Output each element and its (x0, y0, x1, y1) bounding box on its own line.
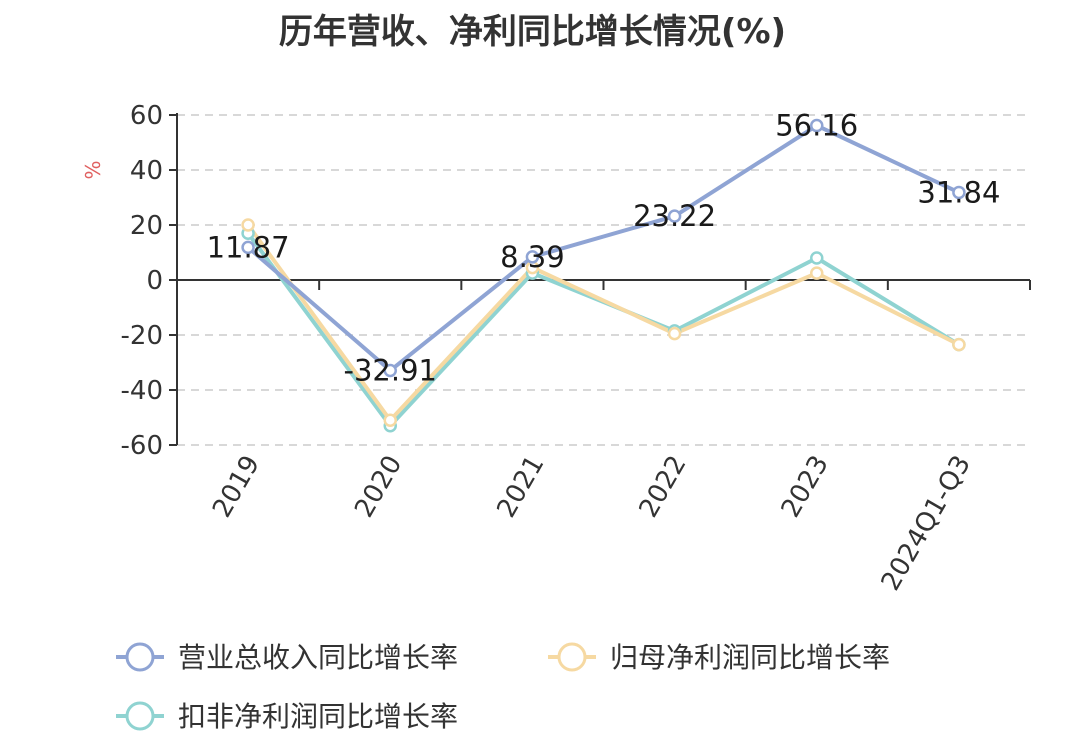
axes: 60 40 20 0 -20 -40 -60% 2019 2020 2021 2022 2023 202… (81, 101, 1031, 596)
data-point (241, 240, 255, 255)
data-point (810, 251, 824, 265)
legend-label: 扣非净利润同比增长率 (178, 700, 458, 733)
y-tick-label: -60 (121, 431, 163, 461)
chart-title: 历年营收、净利同比增长情况(%) (278, 12, 787, 52)
y-tick-label: 40 (130, 156, 163, 186)
series-line (246, 232, 960, 428)
data-point (952, 185, 966, 200)
series-points (241, 118, 966, 433)
data-point (525, 250, 540, 264)
series-line (246, 123, 960, 373)
data-labels: 11.87 -32.91 8.39 23.22 56.16 31.84 (207, 109, 1001, 388)
data-point (952, 337, 966, 352)
data-label: 23.22 (633, 199, 716, 233)
data-point (383, 363, 397, 378)
y-tick-label: 0 (146, 266, 163, 296)
data-point (667, 326, 682, 341)
x-tick-label: 2019 (207, 451, 266, 523)
y-tick-label: -20 (121, 321, 163, 351)
x-tick-label: 2023 (776, 451, 835, 523)
x-tick-label: 2021 (491, 451, 550, 523)
data-label: 8.39 (500, 240, 565, 274)
legend-item[interactable]: 扣非净利润同比增长率 (116, 700, 458, 733)
series-lines (246, 123, 960, 428)
x-tick-label: 2020 (349, 451, 408, 523)
data-point (810, 266, 824, 280)
data-point (383, 413, 397, 427)
y-tick-label: 20 (130, 211, 163, 241)
legend-marker (125, 642, 155, 672)
data-label: 56.16 (775, 109, 858, 143)
legend-label: 归母净利润同比增长率 (610, 641, 890, 674)
y-tick-label: 60 (130, 101, 163, 131)
y-axis-unit: % (81, 160, 105, 179)
data-label: 11.87 (207, 230, 290, 264)
legend-item[interactable]: 营业总收入同比增长率 (116, 641, 458, 674)
data-point (810, 118, 824, 133)
legend-label: 营业总收入同比增长率 (178, 641, 458, 674)
series-line (246, 223, 960, 423)
data-point (667, 209, 682, 223)
x-tick-label: 2022 (634, 451, 693, 523)
x-tick-label: 2024Q1-Q3 (876, 451, 977, 596)
data-label: 31.84 (917, 175, 1000, 209)
y-tick-label: -40 (121, 376, 163, 406)
grid-lines (177, 114, 1030, 446)
legend-marker (125, 701, 155, 731)
data-label: -32.91 (344, 354, 438, 388)
data-point (241, 218, 255, 232)
legend-marker (557, 642, 587, 672)
legend-item[interactable]: 归母净利润同比增长率 (548, 641, 890, 674)
